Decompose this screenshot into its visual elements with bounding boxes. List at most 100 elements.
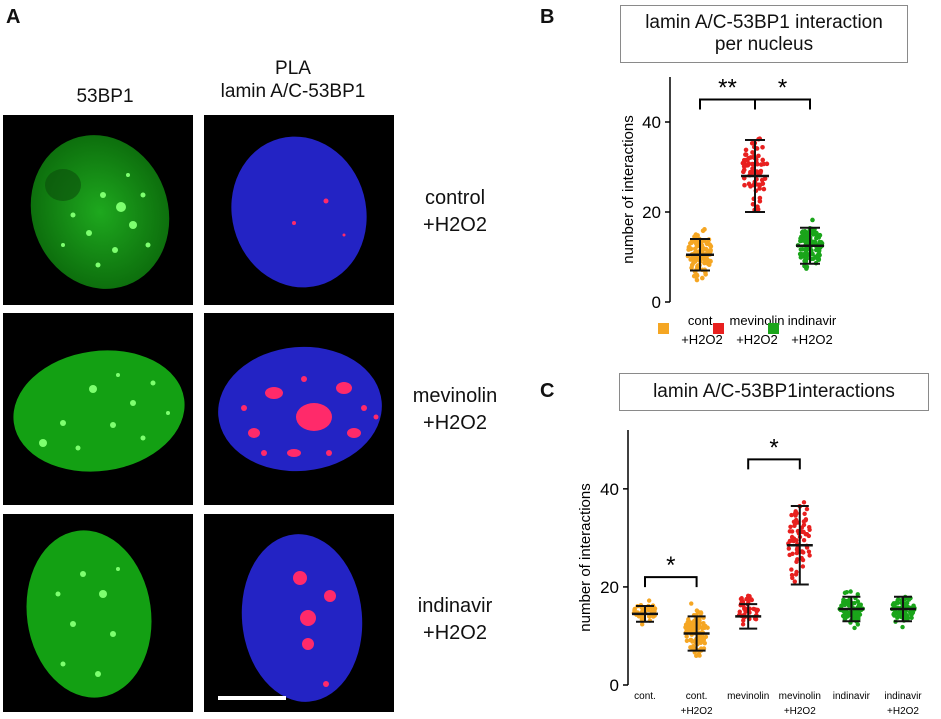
- micrograph-53bp1-indinavir: [3, 514, 193, 712]
- data-point: [817, 239, 823, 245]
- data-point: [691, 259, 697, 264]
- data-point: [683, 622, 689, 627]
- y-tick-label: 0: [652, 293, 661, 312]
- data-point: [802, 229, 808, 234]
- legend-label: cont.: [688, 313, 716, 328]
- data-point: [700, 228, 706, 234]
- data-point: [844, 589, 849, 595]
- data-point: [758, 170, 763, 175]
- data-point: [745, 597, 751, 603]
- data-point: [706, 262, 712, 268]
- data-point: [891, 611, 897, 616]
- data-point: [687, 246, 693, 251]
- data-point: [754, 607, 760, 613]
- data-point: [807, 553, 812, 558]
- row-label-indinavir: indinavir +H2O2: [400, 593, 510, 647]
- row-label-indinavir-line2: +H2O2: [423, 622, 487, 644]
- data-point: [738, 596, 744, 602]
- significance-bracket: [747, 458, 801, 470]
- data-point: [694, 272, 699, 278]
- micrograph-53bp1-mevinolin: [3, 313, 193, 505]
- x-tick-label: +H2O2: [784, 706, 816, 717]
- legend-swatch: [768, 323, 779, 334]
- legend-swatch: [658, 323, 669, 334]
- data-point: [690, 622, 695, 627]
- data-point: [688, 241, 693, 246]
- data-point: [815, 253, 821, 258]
- data-point: [813, 231, 819, 237]
- x-tick-label: cont.: [634, 691, 656, 702]
- data-point: [807, 527, 812, 532]
- data-point: [801, 538, 807, 543]
- data-point: [632, 606, 637, 612]
- data-point: [803, 250, 808, 256]
- x-tick-label: mevinolin: [779, 691, 821, 702]
- x-tick-label: indinavir: [884, 691, 922, 702]
- data-point: [817, 232, 823, 238]
- micrograph-pla-indinavir: [204, 514, 394, 712]
- data-point: [689, 601, 694, 606]
- data-point: [804, 506, 810, 512]
- row-label-control-line2: +H2O2: [423, 214, 487, 236]
- data-point: [756, 182, 761, 188]
- data-point: [687, 625, 692, 630]
- data-point: [905, 614, 910, 620]
- data-point: [789, 534, 795, 540]
- chart-b-title: lamin A/C-53BP1 interaction per nucleus: [620, 5, 908, 63]
- data-point: [646, 607, 651, 613]
- data-point: [741, 164, 747, 169]
- legend-label: +H2O2: [791, 332, 833, 347]
- chart-b-title-line2: per nucleus: [714, 34, 814, 55]
- data-point: [789, 512, 794, 518]
- row-label-control-line1: control: [424, 187, 486, 209]
- data-point: [810, 217, 815, 223]
- data-point: [757, 198, 763, 204]
- data-point: [743, 147, 749, 153]
- col-header-pla-line2: lamin A/C-53BP1: [220, 81, 366, 102]
- data-point: [756, 153, 761, 159]
- data-point: [740, 622, 746, 627]
- significance-label: *: [778, 75, 787, 102]
- y-tick-label: 20: [600, 578, 619, 597]
- data-point: [858, 602, 863, 607]
- significance-bracket: [754, 98, 811, 110]
- data-point: [760, 145, 765, 150]
- data-point: [804, 264, 810, 270]
- data-point: [761, 186, 767, 192]
- data-point: [692, 239, 698, 244]
- data-point: [684, 638, 690, 643]
- significance-label: *: [769, 434, 778, 461]
- data-point: [708, 247, 713, 253]
- data-point: [640, 615, 645, 621]
- data-point: [786, 546, 792, 551]
- data-point: [757, 186, 762, 191]
- data-point: [788, 524, 793, 529]
- data-point: [787, 552, 792, 558]
- chart-c: 0 20 40 number of interactions * * cont. cont. +…: [577, 430, 922, 717]
- panel-a-letter: A: [6, 6, 21, 28]
- data-point: [701, 646, 707, 651]
- data-point: [742, 182, 747, 188]
- data-point: [892, 603, 897, 608]
- micrograph-53bp1-control: [3, 115, 193, 305]
- data-point: [689, 265, 694, 271]
- data-point: [801, 522, 807, 528]
- data-point: [694, 608, 700, 613]
- data-point: [802, 511, 807, 516]
- data-point: [848, 589, 853, 594]
- data-point: [757, 195, 763, 201]
- data-point: [695, 233, 700, 238]
- data-point: [852, 625, 857, 631]
- legend-label: indinavir: [788, 313, 837, 328]
- data-point: [745, 593, 751, 599]
- row-label-control: control +H2O2: [400, 185, 510, 239]
- y-axis-label: number of interactions: [577, 483, 594, 631]
- data-point: [707, 242, 713, 248]
- data-point: [842, 616, 848, 622]
- chart-b-title-line1: lamin A/C-53BP1 interaction: [645, 12, 883, 33]
- col-header-53bp1: 53BP1: [76, 86, 134, 107]
- col-header-pla: PLA lamin A/C-53BP1: [203, 57, 383, 103]
- y-tick-label: 0: [610, 676, 619, 695]
- data-point: [806, 533, 812, 539]
